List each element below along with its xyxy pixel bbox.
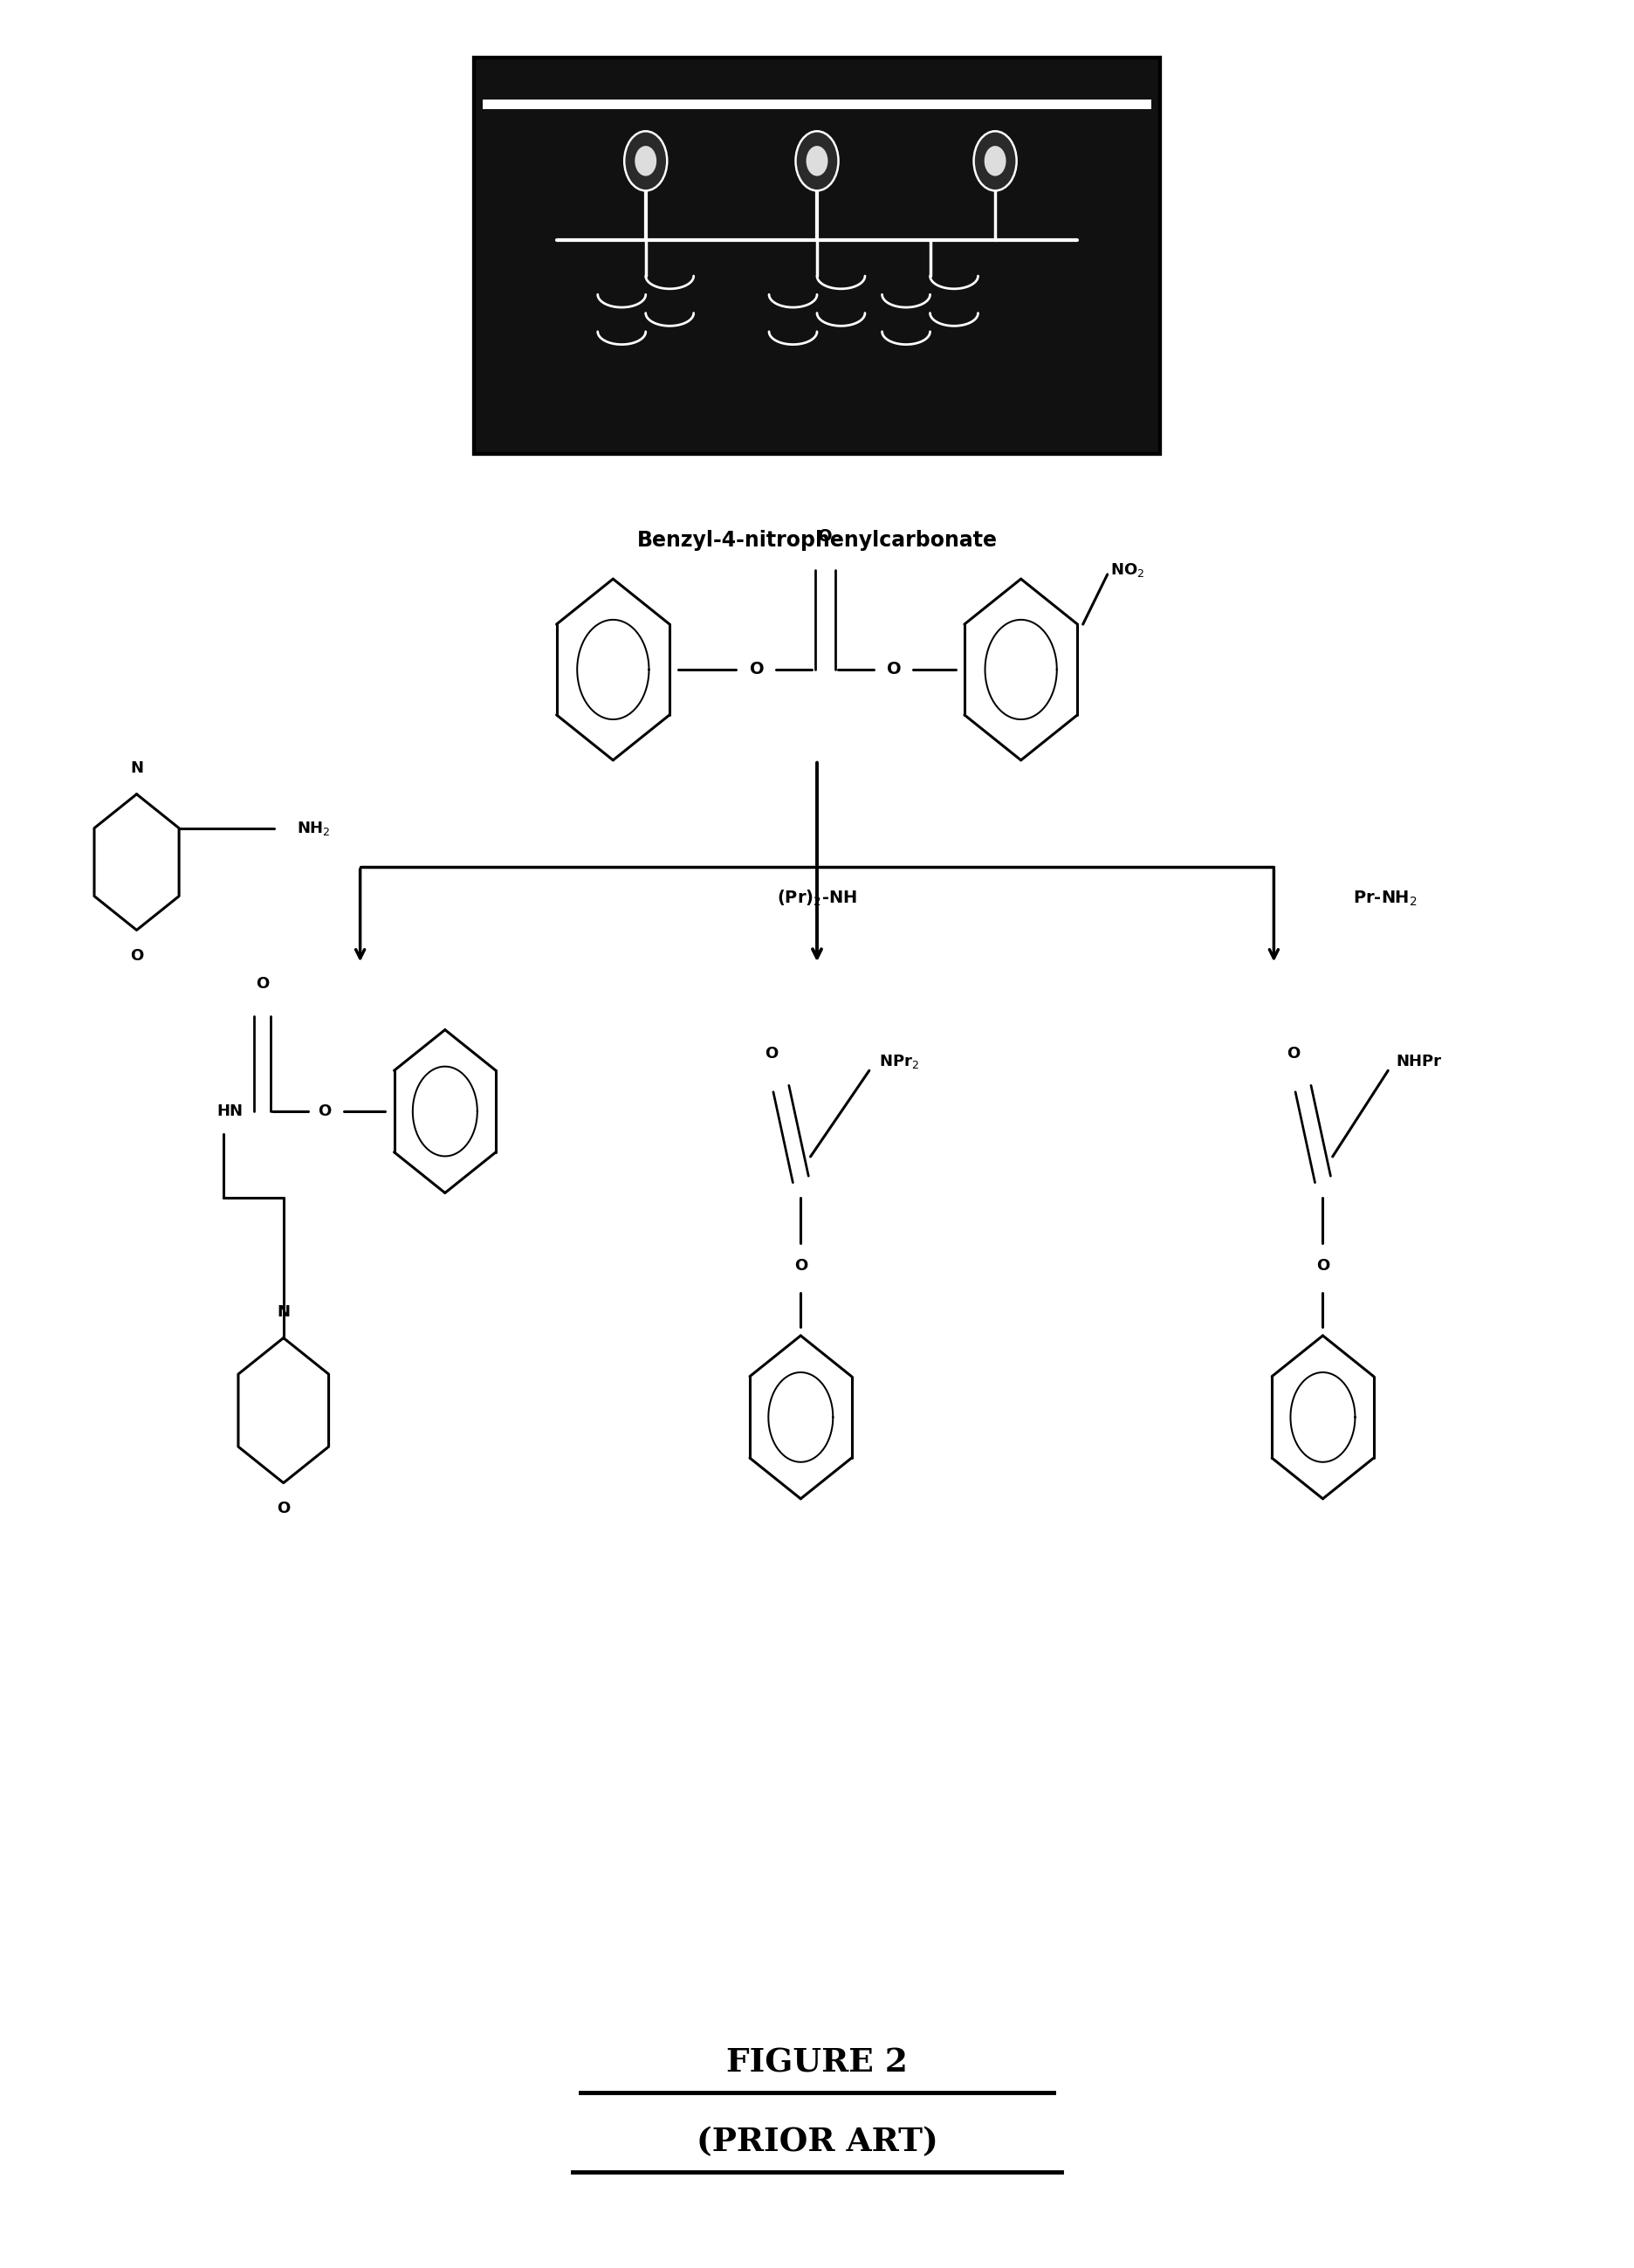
Text: O: O [886,662,900,678]
Text: Benzyl-4-nitrophenylcarbonate: Benzyl-4-nitrophenylcarbonate [637,531,997,551]
Circle shape [624,132,667,191]
Bar [474,59,1160,454]
Text: (PRIOR ART): (PRIOR ART) [696,2125,938,2159]
Text: O: O [750,662,763,678]
Text: N: N [276,1304,289,1320]
Text: O: O [1286,1046,1301,1061]
Text: O: O [794,1256,807,1272]
Circle shape [796,132,838,191]
Text: Pr-NH$_2$: Pr-NH$_2$ [1353,889,1417,907]
Text: HN: HN [216,1105,243,1118]
Bar [482,100,1152,109]
Text: NPr$_2$: NPr$_2$ [879,1052,920,1070]
Text: O: O [317,1105,332,1118]
Text: NO$_2$: NO$_2$ [1111,560,1145,578]
Text: O: O [1315,1256,1330,1272]
Text: O: O [765,1046,778,1061]
Circle shape [636,145,657,177]
Text: O: O [131,948,144,964]
Circle shape [974,132,1016,191]
Text: O: O [819,528,832,544]
Text: O: O [255,975,270,991]
Text: (Pr)$_2$-NH: (Pr)$_2$-NH [778,889,856,907]
Circle shape [806,145,828,177]
Text: N: N [131,760,144,776]
Circle shape [984,145,1007,177]
Bar [474,59,1160,454]
Text: FIGURE 2: FIGURE 2 [725,2046,909,2080]
Text: O: O [276,1501,291,1517]
Text: NH$_2$: NH$_2$ [296,819,330,837]
Text: NHPr: NHPr [1395,1055,1441,1068]
